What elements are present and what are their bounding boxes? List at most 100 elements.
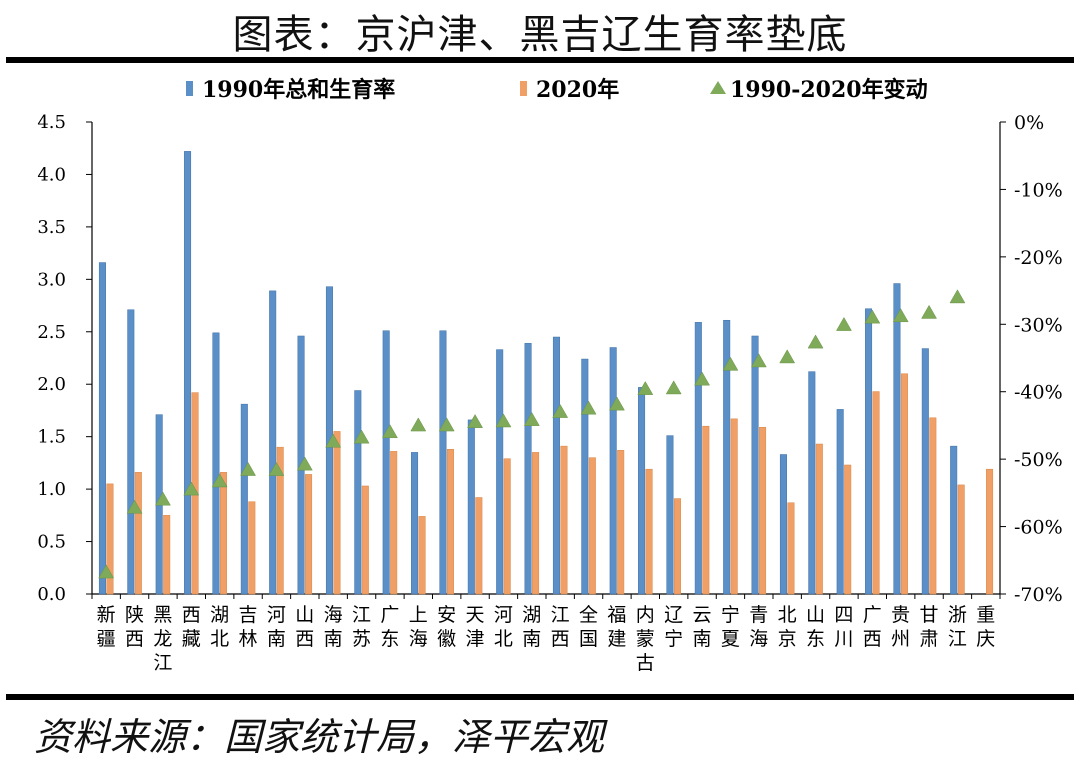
x-tick-label: 江苏: [352, 604, 371, 650]
change-marker: [353, 429, 370, 444]
x-tick-label: 四川: [834, 604, 853, 650]
bar-1990: [411, 452, 419, 595]
bar-1990: [808, 371, 816, 595]
legend-item-1990: 1990年总和生育率: [186, 77, 395, 103]
change-marker: [750, 353, 767, 368]
bar-2020: [219, 472, 227, 595]
y-tick-label-left: 2.0: [37, 374, 66, 395]
markers: [98, 289, 966, 579]
y-tick-label-right: -50%: [1014, 449, 1063, 471]
y-tick-label-right: -40%: [1014, 382, 1063, 404]
bar-2020: [276, 446, 284, 595]
bar-1990: [723, 319, 731, 595]
bar-2020: [702, 425, 710, 595]
page-title: 图表：京沪津、黑吉辽生育率垫底: [232, 12, 848, 58]
change-marker: [836, 316, 852, 331]
legend-swatch: [186, 81, 193, 96]
x-tick-label: 吉林: [239, 604, 258, 650]
chart: 1990年总和生育率 2020年 1990-2020年变动 0.0 0.5 1.0 1.5…: [37, 77, 1062, 674]
x-tick-label: 北京: [778, 604, 797, 650]
bar-1990: [950, 445, 958, 595]
bar-1990: [921, 348, 929, 595]
x-tick-label: 内蒙古: [636, 604, 655, 674]
x-tick-label: 广西: [863, 604, 882, 650]
bars: [98, 151, 994, 595]
bar-2020: [418, 516, 426, 595]
x-tick-label: 湖北: [210, 604, 229, 650]
legend-label: 1990年总和生育率: [202, 77, 395, 103]
bar-2020: [560, 445, 568, 595]
change-marker: [637, 381, 654, 395]
bar-1990: [524, 343, 532, 595]
y-tick-label-left: 1.0: [37, 479, 66, 500]
bar-2020: [134, 472, 142, 595]
change-marker: [211, 473, 228, 488]
legend-item-change: 1990-2020年变动: [710, 77, 928, 103]
bar-1990: [240, 403, 248, 595]
y-tick-label-left: 4.0: [37, 164, 66, 185]
legend-label: 2020年: [536, 77, 619, 103]
change-marker: [296, 456, 313, 471]
change-marker: [410, 417, 427, 432]
bar-2020: [588, 457, 596, 595]
bar-2020: [390, 451, 398, 595]
bar-2020: [787, 502, 795, 595]
bar-1990: [127, 309, 135, 595]
source-note: 资料来源：国家统计局，泽平宏观: [34, 715, 605, 759]
bar-2020: [844, 464, 852, 595]
x-tick-label: 山东: [806, 604, 825, 650]
bar-2020: [361, 485, 369, 595]
bar-2020: [503, 458, 511, 595]
bar-1990: [184, 151, 192, 595]
y-tick-label-right: -10%: [1014, 179, 1063, 201]
change-marker: [268, 461, 285, 476]
bar-2020: [645, 468, 653, 595]
bar-1990: [581, 358, 589, 595]
legend-item-2020: 2020年: [520, 77, 619, 103]
change-marker: [183, 481, 200, 496]
change-marker: [807, 334, 824, 349]
change-marker: [325, 433, 342, 448]
x-axis-labels: 新疆陕西黑龙江西藏湖北吉林河南山西海南江苏广东上海安徽天津河北湖南江西全国福建内…: [97, 604, 996, 674]
x-tick-label: 山西: [295, 604, 314, 650]
y-tick-label-right: -20%: [1014, 247, 1063, 269]
x-tick-label: 全国: [579, 604, 598, 650]
bar-2020: [929, 417, 937, 595]
axes: 0.0 0.5 1.0 1.5 2.0 2.5 3.0 3.5 4.0 4.5 0% -10% -20%…: [37, 112, 1062, 606]
bottom-divider: [6, 694, 1074, 700]
change-marker: [552, 403, 569, 418]
bar-1990: [836, 409, 844, 595]
bar-2020: [305, 474, 313, 595]
x-tick-label: 江西: [551, 604, 570, 650]
change-marker: [949, 289, 966, 304]
x-tick-label: 广东: [380, 604, 399, 650]
y-tick-label-left: 4.5: [37, 112, 66, 133]
bar-1990: [467, 419, 475, 595]
bar-2020: [759, 426, 767, 595]
bar-1990: [638, 387, 646, 595]
top-divider: [6, 57, 1074, 63]
y-tick-label-left: 3.0: [37, 269, 66, 290]
y-tick-label-right: 0%: [1014, 112, 1044, 134]
x-tick-label: 辽宁: [664, 604, 683, 650]
change-marker: [779, 349, 796, 364]
x-tick-label: 天津: [466, 604, 485, 650]
legend-label: 1990-2020年变动: [730, 77, 928, 103]
x-tick-label: 甘肃: [920, 604, 939, 650]
change-marker: [665, 380, 682, 395]
x-tick-label: 黑龙江: [153, 604, 172, 674]
change-marker: [921, 304, 937, 319]
bar-2020: [900, 373, 908, 595]
y-tick-label-left: 2.5: [37, 322, 66, 343]
x-tick-label: 贵州: [891, 604, 910, 650]
x-tick-label: 西藏: [182, 604, 201, 650]
change-marker: [609, 396, 625, 411]
bar-2020: [248, 501, 256, 595]
change-marker: [98, 564, 115, 579]
x-tick-label: 福建: [607, 604, 626, 650]
legend: 1990年总和生育率 2020年 1990-2020年变动: [186, 77, 928, 103]
bar-1990: [865, 308, 873, 595]
y-tick-label-left: 0.5: [37, 532, 66, 553]
change-marker: [722, 356, 739, 371]
change-marker: [864, 309, 881, 324]
